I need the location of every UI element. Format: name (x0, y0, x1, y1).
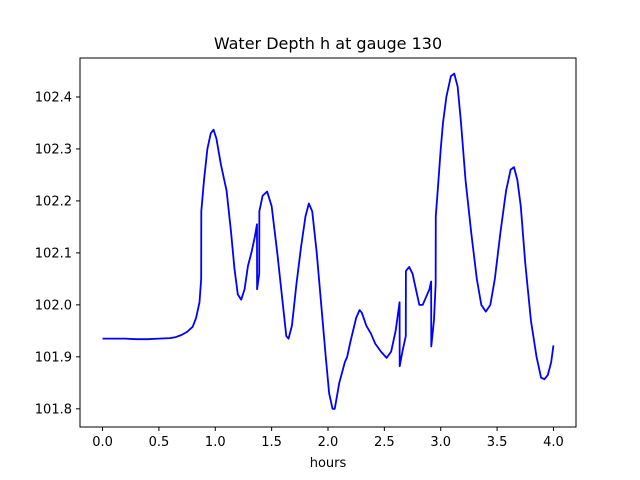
x-tick-label: 3.5 (487, 435, 508, 450)
y-axis: 101.8 101.9 102.0 102.1 102.2 102.3 102.4 (35, 90, 80, 417)
x-tick-label: 2.5 (374, 435, 395, 450)
y-tick-label: 102.1 (35, 246, 72, 261)
y-tick-label: 102.4 (35, 90, 72, 105)
x-tick-label: 2.0 (318, 435, 339, 450)
series-line-0 (102, 72, 555, 410)
x-axis-label: hours (310, 456, 347, 471)
plot-frame (79, 57, 577, 428)
x-tick-label: 3.0 (430, 435, 451, 450)
y-tick-label: 102.0 (35, 298, 72, 313)
x-tick-label: 1.0 (205, 435, 226, 450)
y-tick-label: 101.9 (35, 350, 72, 365)
x-tick-label: 0.0 (92, 435, 113, 450)
x-axis: 0.0 0.5 1.0 1.5 2.0 2.5 3.0 3.5 4.0 (92, 427, 564, 450)
y-tick-label: 102.2 (35, 194, 72, 209)
y-tick-label: 102.3 (35, 142, 72, 157)
plot-area (102, 72, 555, 410)
x-tick-label: 4.0 (543, 435, 564, 450)
x-tick-label: 0.5 (149, 435, 170, 450)
y-tick-label: 101.8 (35, 402, 72, 417)
x-tick-label: 1.5 (261, 435, 282, 450)
chart-title: Water Depth h at gauge 130 (214, 34, 442, 53)
